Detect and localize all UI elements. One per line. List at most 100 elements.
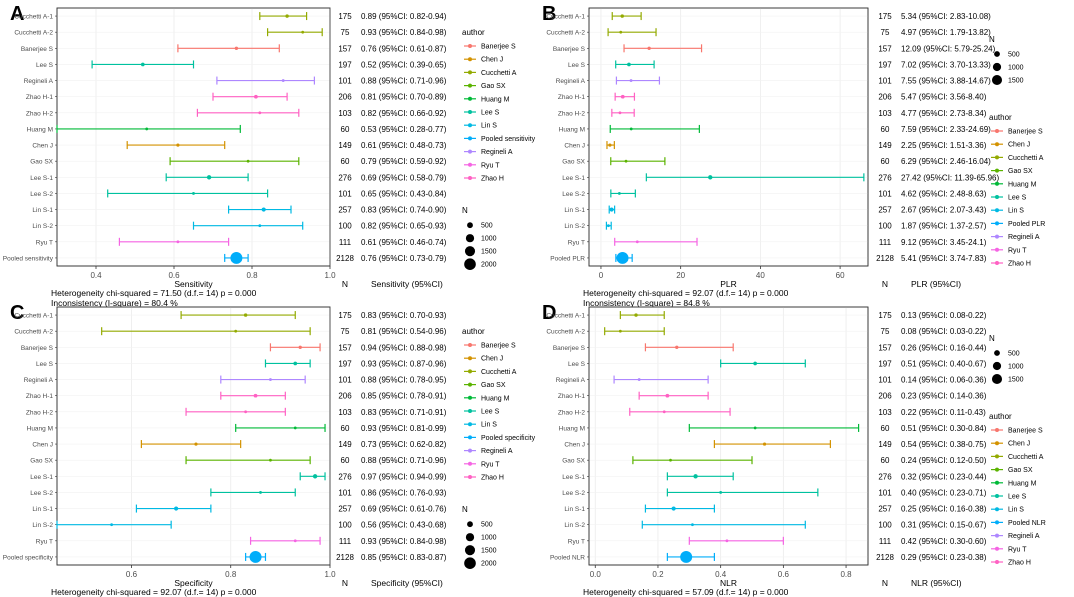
legend-size-label: 500 [1008,52,1020,59]
ci-text: 0.23 (95%CI: 0.14-0.36) [901,392,987,401]
point-estimate [708,175,713,180]
point-estimate [301,30,305,34]
point-estimate [624,159,628,163]
panel-b: B 0 20 40 60 Cucchetti A-1 175 5.34 (95%CI: 2.8… [542,3,1045,308]
y-tick-label: Zhao H-1 [558,393,585,400]
y-tick-label: Lin S-1 [564,506,585,513]
ci-text: 5.34 (95%CI: 2.83-10.08) [901,12,991,21]
ci-text: 0.40 (95%CI: 0.23-0.71) [901,488,987,497]
ci-text: 0.29 (95%CI: 0.23-0.38) [901,553,987,562]
n-column-header: N [882,279,888,289]
point-estimate [617,192,621,195]
y-tick-label: Zhao H-2 [558,110,585,117]
legend-label: Regineli A [481,149,513,156]
legend-label: Pooled specificity [481,435,536,442]
n-column-header: N [342,279,348,289]
ci-text: 7.55 (95%CI: 3.88-14.67) [901,77,991,86]
x-tick-label: 0.6 [126,570,138,579]
ci-text: 0.88 (95%CI: 0.71-0.96) [361,456,447,465]
legend-size-point [994,350,1000,356]
point-estimate [620,94,625,99]
legend-key-point [995,221,999,226]
legend-key-point [468,162,472,167]
y-tick-label: Zhao H-2 [558,409,585,416]
ci-text: 4.62 (95%CI: 2.48-8.63) [901,189,987,198]
legend-size-point [464,557,476,570]
ci-text: 0.94 (95%CI: 0.88-0.98) [361,343,447,352]
legend-key-point [995,208,999,213]
ci-text: 0.31 (95%CI: 0.15-0.67) [901,521,987,530]
ci-text: 7.02 (95%CI: 3.70-13.33) [901,60,991,69]
point-estimate [753,426,757,430]
ci-text: 0.81 (95%CI: 0.54-0.96) [361,327,447,336]
ci-text: 0.88 (95%CI: 0.71-0.96) [361,77,447,86]
n-value: 149 [878,440,892,449]
point-estimate [620,14,624,18]
panel-letter: A [10,3,24,25]
legend-size-label: 1500 [481,548,497,555]
x-tick-label: 0.6 [778,570,790,579]
legend-key-point [995,560,999,564]
point-estimate [269,458,272,462]
legend-size-point [467,521,473,528]
y-tick-label: Huang M [559,126,585,133]
plot-border [588,306,869,566]
point-estimate [234,329,238,333]
y-tick-label: Lin S-1 [564,207,585,214]
point-estimate [691,523,694,527]
ci-text: 0.13 (95%CI: 0.08-0.22) [901,311,987,320]
ci-text: 0.83 (95%CI: 0.71-0.91) [361,408,447,417]
legend-label: Regineli A [481,448,513,455]
ci-text: 7.59 (95%CI: 2.33-24.69) [901,125,991,134]
legend-title-n: N [462,206,468,215]
y-tick-label: Lee S [568,62,586,69]
n-value: 111 [879,537,892,546]
point-estimate [629,79,633,82]
n-value: 60 [341,456,350,465]
ci-text: 0.82 (95%CI: 0.66-0.92) [361,109,447,118]
ci-text: 0.69 (95%CI: 0.58-0.79) [361,173,447,182]
legend-label: Regineli A [1008,533,1040,540]
y-tick-label: Ryu T [568,538,585,545]
x-tick-label: 0 [599,271,604,280]
point-estimate [192,192,195,195]
n-value: 206 [878,392,892,401]
legend-label: Zhao H [481,176,504,183]
n-value: 175 [878,311,892,320]
legend-label: Chen J [1008,441,1030,448]
legend-label: Regineli A [1008,234,1040,241]
ci-text: 2.67 (95%CI: 2.07-3.43) [901,206,987,215]
n-value: 157 [338,343,352,352]
legend-label: Huang M [1008,181,1037,188]
point-estimate [174,506,179,511]
y-tick-label: Pooled PLR [550,255,585,262]
y-tick-label: Lee S-1 [562,474,585,481]
n-value: 257 [878,206,892,215]
y-tick-label: Zhao H-1 [26,94,53,101]
point-estimate [269,378,272,381]
y-tick-label: Lee S-2 [562,191,585,198]
legend-key-point [468,149,472,154]
n-value: 103 [338,408,352,417]
n-value: 60 [341,125,350,134]
y-tick-label: Banerjee S [21,345,54,352]
n-value: 101 [878,488,892,497]
point-estimate [293,361,298,366]
ci-text: 0.61 (95%CI: 0.48-0.73) [361,141,447,150]
y-tick-label: Lin S-2 [564,522,585,529]
point-estimate [246,159,250,163]
x-tick-label: 0.0 [590,570,602,579]
legend-label: Lee S [1008,494,1027,501]
x-tick-label: 0.2 [652,570,664,579]
point-estimate [634,313,638,317]
legend-label: Ryu T [1008,546,1027,553]
y-tick-label: Regineli A [24,78,54,85]
legend-key-point [468,136,472,141]
y-tick-label: Zhao H-2 [26,110,53,117]
legend-key-point [995,181,999,186]
ci-text: 0.32 (95%CI: 0.23-0.44) [901,472,987,481]
point-estimate [647,46,651,50]
point-estimate [762,442,767,446]
point-estimate [253,393,258,398]
y-tick-label: Lin S-2 [32,223,53,230]
